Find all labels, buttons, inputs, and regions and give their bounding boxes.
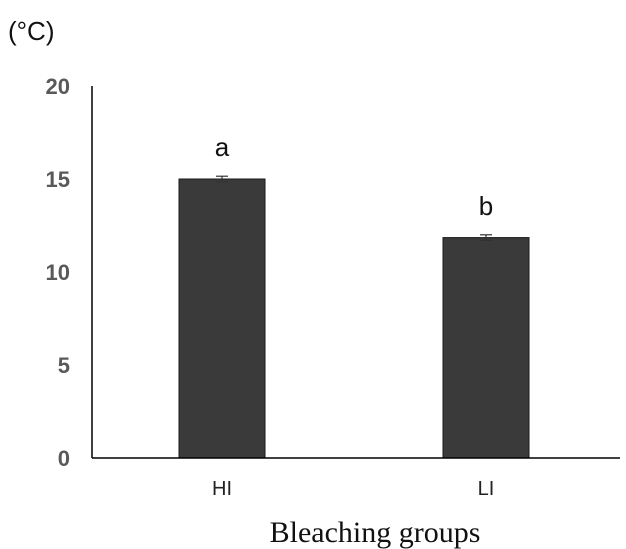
y-tick-label: 15	[46, 167, 70, 192]
bar-li	[442, 237, 530, 459]
error-bar-li	[480, 234, 492, 241]
y-tick-label: 5	[58, 353, 70, 378]
x-tick-labels: HI LI	[212, 478, 494, 500]
y-tick-label: 0	[58, 446, 70, 471]
bar-hi	[178, 178, 266, 459]
y-tick-label: 20	[46, 74, 70, 99]
significance-letter: a	[215, 132, 230, 162]
significance-letters: ab	[215, 132, 493, 221]
x-tick-label: LI	[478, 478, 495, 500]
bars	[178, 178, 530, 459]
error-bar-hi	[216, 175, 228, 183]
x-axis-label: Bleaching groups	[270, 516, 481, 549]
significance-letter: b	[479, 191, 493, 221]
error-bars	[216, 175, 492, 241]
y-unit-label: (°C)	[8, 16, 55, 46]
x-tick-label: HI	[212, 478, 232, 500]
y-tick-labels: 0 5 10 15 20	[46, 74, 70, 471]
y-tick-label: 10	[46, 260, 70, 285]
